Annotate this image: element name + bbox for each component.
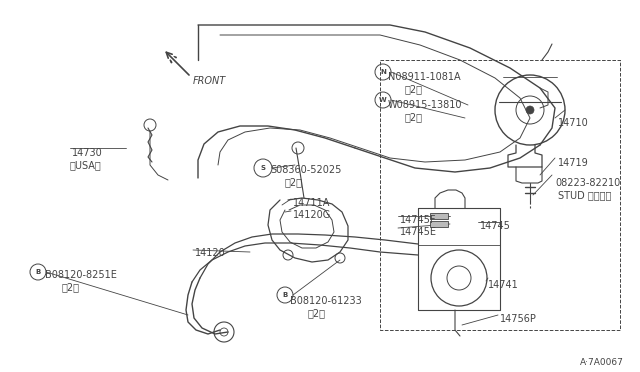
Text: 14745E: 14745E [400,227,437,237]
Text: 14741: 14741 [488,280,519,290]
Text: 14745: 14745 [480,221,511,231]
Circle shape [526,106,534,114]
Bar [430,221,448,227]
Text: 14120: 14120 [195,248,226,258]
Text: （2）: （2） [405,112,423,122]
Text: B08120-61233: B08120-61233 [290,296,362,306]
Text: 14756P: 14756P [500,314,537,324]
Text: N: N [380,69,386,75]
Text: （USA）: （USA） [70,160,102,170]
Text: A·7A0067: A·7A0067 [580,358,624,367]
Text: 14710: 14710 [558,118,589,128]
Text: （2）: （2） [405,84,423,94]
Text: （2）: （2） [285,177,303,187]
Text: 14711A: 14711A [293,198,330,208]
Text: 08223-82210: 08223-82210 [555,178,620,188]
Text: B08120-8251E: B08120-8251E [45,270,117,280]
Text: 14719: 14719 [558,158,589,168]
Text: S08360-52025: S08360-52025 [270,165,341,175]
Text: （2）: （2） [62,282,80,292]
Text: W: W [379,97,387,103]
Text: B: B [282,292,287,298]
Text: FRONT: FRONT [193,76,227,86]
Text: STUD スタッド: STUD スタッド [558,190,611,200]
Text: N08911-1081A: N08911-1081A [388,72,461,82]
Text: （2）: （2） [308,308,326,318]
Text: S: S [260,165,266,171]
Text: B: B [35,269,40,275]
Text: 14730: 14730 [72,148,103,158]
Text: 14745F: 14745F [400,215,436,225]
Text: 14120G: 14120G [293,210,332,220]
Bar [430,213,448,219]
Text: W08915-13810: W08915-13810 [388,100,463,110]
